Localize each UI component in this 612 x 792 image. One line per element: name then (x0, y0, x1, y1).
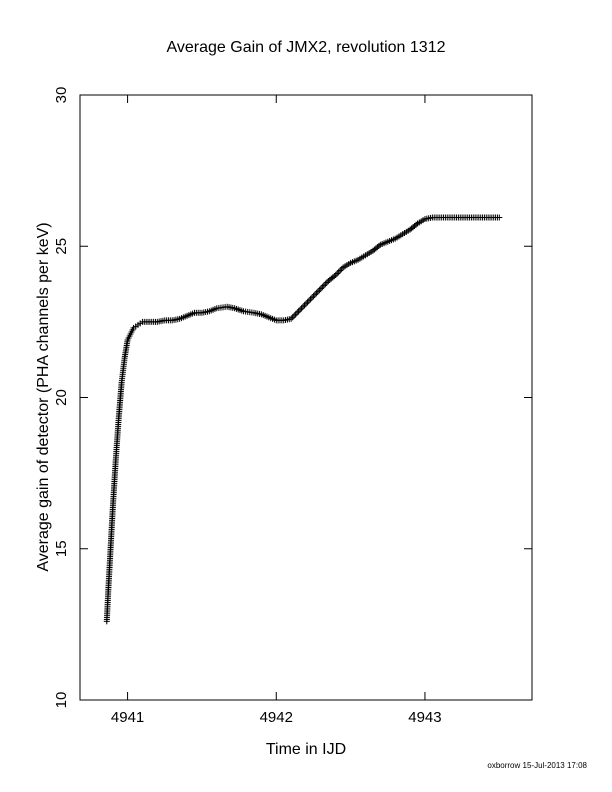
x-axis-label: Time in IJD (266, 741, 346, 758)
data-point-dense (263, 313, 270, 320)
x-tick-label: 4941 (111, 709, 144, 726)
data-point-dense (308, 294, 315, 301)
data-point-dense (294, 309, 301, 316)
data-point-dense (182, 313, 189, 320)
data-point-dense (189, 310, 196, 317)
chart-title: Average Gain of JMX2, revolution 1312 (167, 39, 446, 56)
data-point-dense (174, 316, 181, 323)
data-point-dense (271, 316, 278, 323)
data-point-dense (124, 338, 131, 345)
data-point-dense (338, 265, 345, 272)
data-point-dense (297, 306, 304, 313)
data-point-dense (360, 253, 367, 260)
data-point-dense (405, 227, 412, 234)
x-axis-ticks: 4941 4942 4943 (111, 95, 442, 726)
data-point-dense (238, 307, 245, 314)
data-point-dense (291, 312, 298, 319)
data-point-dense (229, 304, 236, 311)
y-tick-label: 25 (53, 238, 70, 255)
data-point-dense (382, 239, 389, 246)
x-tick-label: 4942 (260, 709, 293, 726)
x-tick-label: 4943 (408, 709, 441, 726)
data-point-dense (307, 296, 314, 303)
data-point-dense (122, 347, 129, 354)
data-point-dense (323, 279, 330, 286)
y-tick-label: 20 (53, 389, 70, 406)
data-point-dense (300, 303, 307, 310)
data-point-dense (319, 284, 326, 291)
data-point-dense (375, 242, 382, 249)
data-point-dense (298, 305, 305, 312)
data-point-dense (301, 302, 308, 309)
y-axis-ticks: 10 15 20 25 30 (53, 87, 532, 709)
data-point-dense (335, 268, 342, 275)
data-point-dense (322, 281, 329, 288)
data-point-dense (313, 290, 320, 297)
y-tick-label: 10 (53, 692, 70, 709)
data-point-dense (132, 323, 139, 330)
footer-note: oxborrow 15-Jul-2013 17:08 (487, 761, 587, 770)
data-point-dense (334, 270, 341, 277)
data-point-dense (204, 308, 211, 315)
data-point-dense (390, 236, 397, 243)
data-point-dense (121, 357, 128, 364)
data-point-dense (337, 267, 344, 274)
y-tick-label: 30 (53, 87, 70, 104)
data-point-dense (411, 222, 418, 229)
data-point-dense (320, 282, 327, 289)
data-point-dense (345, 261, 352, 268)
data-point (317, 285, 324, 292)
data-point-dense (211, 306, 218, 313)
data-point-dense (137, 320, 144, 327)
data-point-dense (374, 244, 381, 251)
data-point-dense (494, 214, 501, 221)
data-point (295, 308, 302, 315)
data-point-dense (368, 248, 375, 255)
data-point-dense (420, 217, 427, 224)
data-point-dense (311, 291, 318, 298)
data-point-dense (316, 287, 323, 294)
data-point-dense (129, 326, 136, 333)
data-point-dense (256, 310, 263, 317)
data-point-dense (286, 316, 293, 323)
data-points (103, 214, 503, 625)
data-point-dense (413, 221, 420, 228)
data-point-dense (305, 297, 312, 304)
y-axis-label: Average gain of detector (PHA channels p… (35, 222, 52, 571)
data-point-dense (331, 273, 338, 280)
data-point-dense (248, 309, 255, 316)
data-point-dense (304, 299, 311, 306)
data-point (310, 293, 317, 300)
data-point-dense (292, 311, 299, 318)
plot-frame (79, 94, 533, 701)
data-point-dense (397, 232, 404, 239)
data-point-dense (126, 332, 133, 339)
y-tick-label: 15 (53, 540, 70, 557)
data-point-dense (329, 274, 336, 281)
data-point (303, 300, 309, 307)
data-point-dense (353, 257, 360, 264)
data-point-dense (314, 288, 321, 295)
